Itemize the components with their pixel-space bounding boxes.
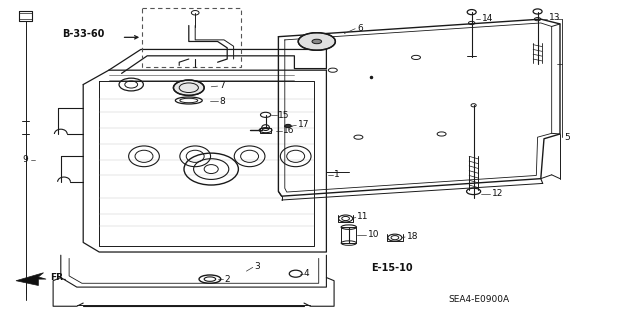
Bar — [142, 8, 241, 67]
Ellipse shape — [285, 124, 291, 128]
Text: 10: 10 — [368, 230, 380, 239]
Text: 1: 1 — [334, 170, 340, 179]
Bar — [341, 227, 356, 243]
Ellipse shape — [173, 80, 204, 95]
Text: 16: 16 — [283, 126, 294, 135]
Text: 17: 17 — [298, 120, 309, 129]
Text: 12: 12 — [492, 189, 503, 198]
Text: 9: 9 — [23, 155, 28, 164]
Text: 8: 8 — [219, 97, 225, 106]
Ellipse shape — [312, 39, 322, 44]
Text: FR.: FR. — [50, 273, 67, 282]
Text: 11: 11 — [357, 212, 369, 221]
Ellipse shape — [298, 33, 335, 50]
Text: SEA4-E0900A: SEA4-E0900A — [448, 295, 509, 304]
Text: 5: 5 — [564, 133, 570, 142]
Text: 2: 2 — [224, 275, 230, 284]
Text: 18: 18 — [407, 232, 419, 241]
Bar — [260, 128, 271, 133]
Text: 15: 15 — [278, 111, 290, 120]
Text: B-33-60: B-33-60 — [62, 29, 104, 40]
Text: 14: 14 — [482, 14, 493, 23]
Text: 3: 3 — [254, 262, 260, 271]
Polygon shape — [16, 273, 46, 286]
Text: E-15-10: E-15-10 — [371, 263, 413, 273]
Text: 7: 7 — [219, 81, 225, 90]
Text: 6: 6 — [357, 24, 363, 33]
Text: 4: 4 — [304, 269, 310, 278]
Text: 13: 13 — [549, 13, 561, 22]
